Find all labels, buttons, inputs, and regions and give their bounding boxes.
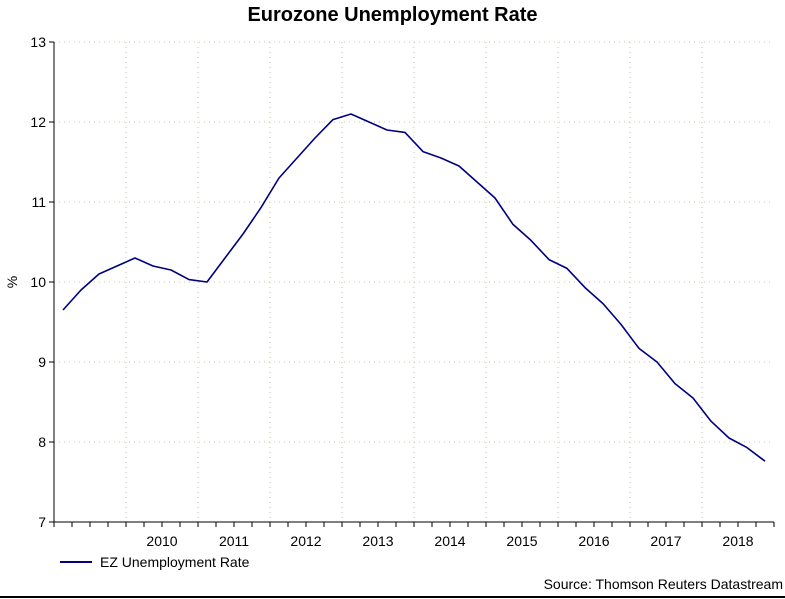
gridlines xyxy=(54,41,774,522)
source-note: Source: Thomson Reuters Datastream xyxy=(543,576,783,592)
y-tick-label: 9 xyxy=(38,354,46,370)
x-tick-label: 2018 xyxy=(722,533,753,549)
y-tick-label: 8 xyxy=(38,434,46,450)
legend-label: EZ Unemployment Rate xyxy=(100,554,250,570)
chart-title: Eurozone Unemployment Rate xyxy=(247,4,538,26)
legend: EZ Unemployment Rate xyxy=(60,553,249,571)
y-tick-label: 7 xyxy=(38,514,46,530)
x-tick-label: 2013 xyxy=(362,533,393,549)
x-tick-label: 2012 xyxy=(290,533,321,549)
y-tick-label: 10 xyxy=(30,274,46,290)
series-layer xyxy=(62,113,766,462)
y-tick-label: 13 xyxy=(30,34,46,50)
x-tick-label: 2010 xyxy=(146,533,177,549)
x-tick-label: 2014 xyxy=(434,533,465,549)
y-ticks: 7 8 9 10 11 12 13 xyxy=(30,34,54,530)
bottom-rule xyxy=(0,596,785,598)
legend-swatch xyxy=(60,561,92,563)
x-tick-label: 2011 xyxy=(219,533,249,549)
x-tick-label: 2015 xyxy=(506,533,537,549)
y-tick-label: 11 xyxy=(31,194,46,210)
series-line xyxy=(62,113,766,462)
y-tick-label: 12 xyxy=(30,114,46,130)
x-tick-label: 2017 xyxy=(650,533,681,549)
y-axis-label: % xyxy=(4,276,20,288)
x-ticks: 2010 2011 2012 2013 2014 2015 2016 2017 2018 xyxy=(53,522,775,549)
x-tick-label: 2016 xyxy=(578,533,609,549)
